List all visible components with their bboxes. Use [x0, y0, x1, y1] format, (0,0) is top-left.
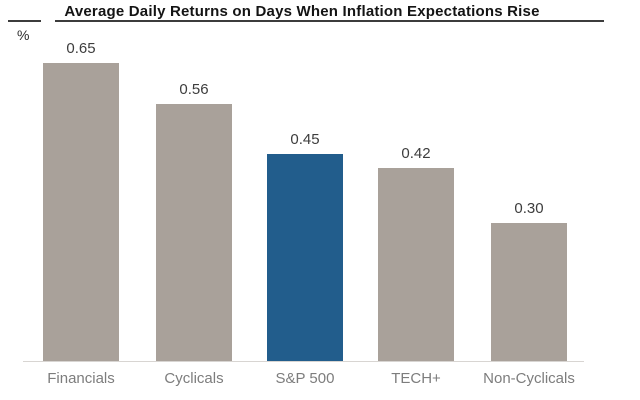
- bar-non-cyclicals: [491, 223, 567, 361]
- x-axis-label-cyclicals: Cyclicals: [164, 370, 224, 387]
- x-axis-label-sp500: S&P 500: [275, 370, 335, 387]
- y-axis-unit-label: %: [17, 27, 30, 43]
- chart-title: Average Daily Returns on Days When Infla…: [64, 3, 540, 20]
- bar-group-cyclicals: 0.56: [138, 81, 250, 361]
- bar-tech-plus: [378, 168, 454, 361]
- bar-value-label: 0.56: [179, 81, 209, 98]
- x-axis-label-financials: Financials: [47, 370, 115, 387]
- bar-group-non-cyclicals: 0.30: [473, 200, 585, 361]
- x-axis-label-non-cyclicals: Non-Cyclicals: [483, 370, 575, 387]
- title-underline: [55, 20, 604, 22]
- bar-group-financials: 0.65: [25, 40, 137, 361]
- bar-value-label: 0.30: [514, 200, 544, 217]
- bar-value-label: 0.42: [401, 145, 431, 162]
- bar-value-label: 0.65: [66, 40, 96, 57]
- x-axis-line: [23, 361, 584, 362]
- bar-sp500: [267, 154, 343, 361]
- x-axis-label-tech-plus: TECH+: [391, 370, 441, 387]
- bar-cyclicals: [156, 104, 232, 361]
- bar-financials: [43, 63, 119, 361]
- bar-group-tech-plus: 0.42: [360, 145, 472, 361]
- bar-group-sp500: 0.45: [249, 131, 361, 361]
- axis-stub-line: [8, 20, 41, 22]
- bar-value-label: 0.45: [290, 131, 320, 148]
